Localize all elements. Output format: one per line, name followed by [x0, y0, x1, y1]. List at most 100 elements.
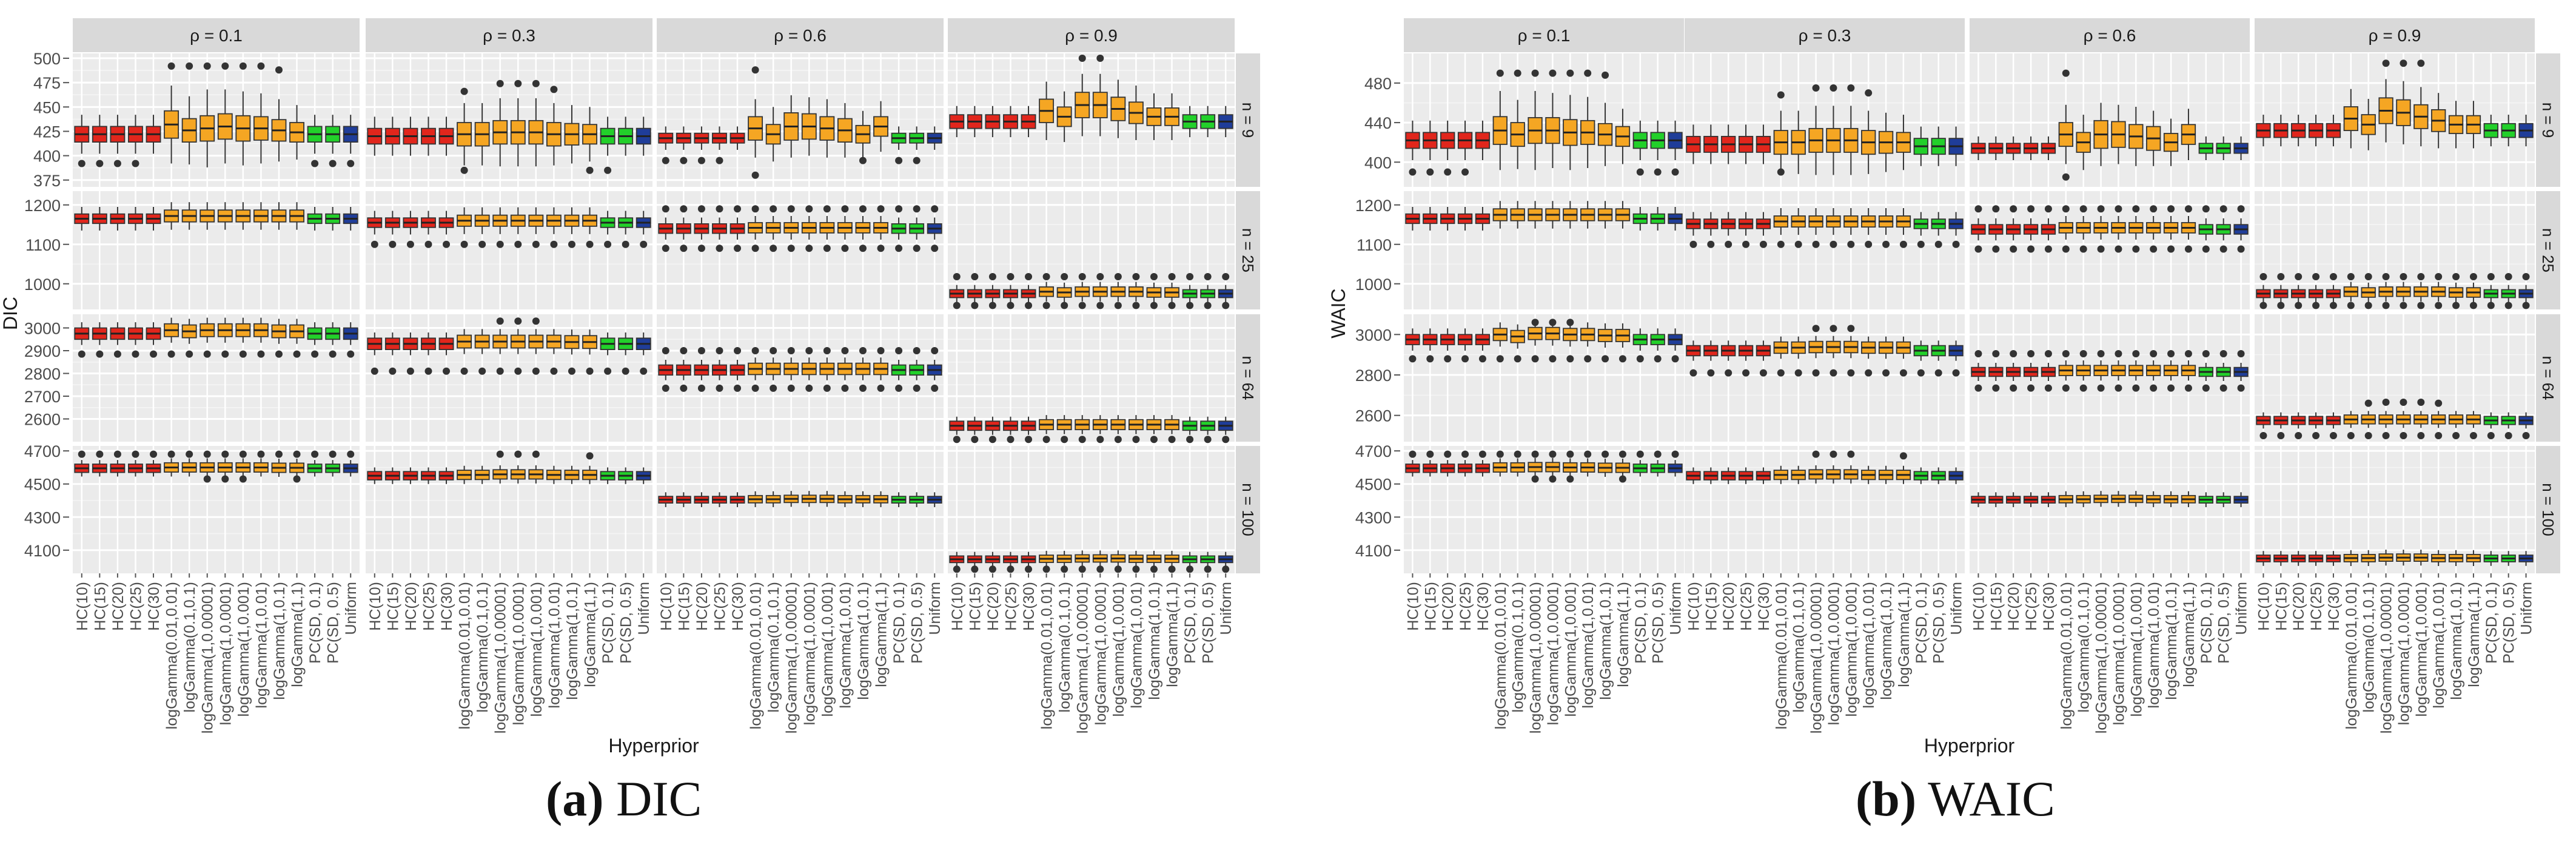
col-strip-label: ρ = 0.1: [1518, 26, 1571, 45]
outlier-low: [787, 245, 795, 252]
x-tick-label: PC(SD, 0.1): [1913, 582, 1930, 664]
box-logGamma(1,0.001): [1843, 450, 1859, 484]
box-PC(SD, 0.1): [891, 347, 907, 392]
box-HC(25): [128, 115, 143, 167]
box-logGamma(1,1): [289, 450, 304, 483]
outlier-low: [1514, 355, 1521, 363]
box-logGamma(0.01,0.01): [1039, 415, 1055, 444]
outlier-low: [496, 240, 504, 248]
x-tick-label: logGamma(1,0.0001): [801, 582, 818, 725]
box-PC(SD, 0.5): [1200, 416, 1216, 444]
x-tick-label: HC(30): [2326, 582, 2343, 631]
box-logGamma(0.1,0.1): [765, 205, 781, 252]
outlier-low: [2504, 432, 2512, 439]
outlier-high: [2469, 273, 2477, 281]
x-tick-label: logGamma(0.01,0.01): [748, 582, 765, 729]
box-logGamma(1,1): [1164, 550, 1179, 573]
box-logGamma(1,1): [1896, 452, 1911, 484]
x-tick-label: logGamma(1,0.0001): [1825, 582, 1842, 725]
box-HC(20): [1440, 120, 1455, 176]
outlier-low: [347, 160, 355, 167]
box-HC(15): [967, 551, 982, 573]
outlier-high: [2452, 273, 2460, 281]
outlier-high: [2487, 273, 2495, 281]
box-logGamma(0.01,0.01): [1773, 91, 1788, 176]
box-HC(20): [985, 416, 1001, 444]
outlier-high: [716, 347, 723, 354]
x-tick-label: logGamma(1,0.001): [2128, 582, 2145, 717]
outlier-low: [2295, 432, 2303, 439]
box-logGamma(1,0.001): [1110, 550, 1126, 573]
box-logGamma(0.01,0.01): [164, 317, 179, 358]
box-logGamma(0.01,0.01): [1773, 207, 1788, 248]
x-tick-label: HC(20): [2290, 582, 2307, 631]
box-logGamma(1,0.1): [1597, 201, 1613, 229]
box-logGamma(0.1,0.1): [1791, 110, 1806, 174]
box-HC(25): [421, 116, 436, 156]
box-Uniform: [2233, 350, 2249, 392]
box-logGamma(0.01,0.01): [1492, 450, 1508, 477]
box-logGamma(1,1): [1615, 450, 1631, 483]
box-HC(10): [2256, 551, 2271, 566]
box-logGamma(1,0.0001): [1826, 84, 1841, 175]
box-HC(30): [1021, 106, 1036, 138]
box-logGamma(1,0.00001): [492, 450, 508, 484]
outlier-high: [2044, 350, 2052, 357]
box-Uniform: [2518, 412, 2534, 439]
x-tick-label: logGamma(0.1,0.1): [474, 582, 491, 712]
panel-background: [1685, 53, 1965, 187]
box-logGamma(0.1,0.1): [1056, 415, 1072, 444]
box-PC(SD, 0.5): [909, 205, 925, 252]
outlier-low: [1847, 240, 1855, 248]
panel: [2255, 314, 2535, 442]
box-PC(SD, 0.1): [2483, 115, 2498, 147]
outlier-low: [1531, 355, 1539, 363]
x-tick-label: logGamma(1,0.01): [1128, 582, 1145, 708]
x-tick-label: logGamma(1,0.01): [2145, 582, 2162, 708]
y-tick-label: 1100: [1357, 236, 1392, 254]
box-Uniform: [1948, 126, 1964, 166]
box-PC(SD, 0.1): [307, 207, 323, 231]
x-tick-label: logGamma(1,0.1): [1146, 582, 1163, 700]
box-HC(15): [1988, 205, 2004, 253]
outlier-low: [1566, 475, 1574, 483]
box-logGamma(0.1,0.1): [2361, 550, 2376, 566]
box-HC(20): [110, 115, 126, 167]
box-logGamma(0.1,0.1): [1510, 201, 1525, 229]
x-tick-label: logGamma(1,1): [1896, 582, 1913, 687]
outlier-high: [78, 450, 86, 458]
box-HC(30): [438, 467, 454, 484]
outlier-low: [787, 384, 795, 392]
panel-background: [366, 314, 652, 442]
box-logGamma(0.01,0.01): [164, 202, 179, 230]
box-HC(15): [676, 126, 691, 164]
outlier-high: [2259, 273, 2267, 281]
box-logGamma(1,0.00001): [2378, 273, 2393, 309]
box-HC(10): [1686, 467, 1701, 484]
y-tick-label: 3000: [1355, 326, 1392, 344]
box-Uniform: [2518, 273, 2534, 309]
box-HC(10): [367, 116, 383, 156]
outlier-low: [1952, 369, 1960, 377]
box-PC(SD, 0.5): [1931, 126, 1946, 166]
box-logGamma(1,0.0001): [510, 317, 526, 375]
box-logGamma(1,0.0001): [2396, 550, 2411, 566]
col-strip: [1970, 18, 2250, 52]
outlier-low: [2277, 432, 2285, 439]
col-strip: [657, 18, 944, 52]
box-logGamma(1,0.01): [253, 202, 269, 230]
panel: [73, 191, 360, 309]
outlier-low: [1531, 475, 1539, 483]
y-tick-label: 400: [33, 147, 61, 166]
box-logGamma(1,0.001): [1563, 450, 1578, 483]
y-tick-label: 400: [1364, 153, 1392, 172]
outlier-low: [2097, 384, 2105, 392]
box-Uniform: [927, 126, 942, 150]
x-tick-label: PC(SD, 0.1): [1632, 582, 1649, 664]
outlier-high: [1549, 319, 1557, 326]
box-logGamma(0.1,0.1): [765, 347, 781, 392]
x-tick-label: HC(20): [1720, 582, 1737, 631]
box-Uniform: [1218, 551, 1233, 573]
box-PC(SD, 0.5): [2216, 136, 2231, 160]
box-logGamma(1,0.01): [2431, 93, 2446, 149]
